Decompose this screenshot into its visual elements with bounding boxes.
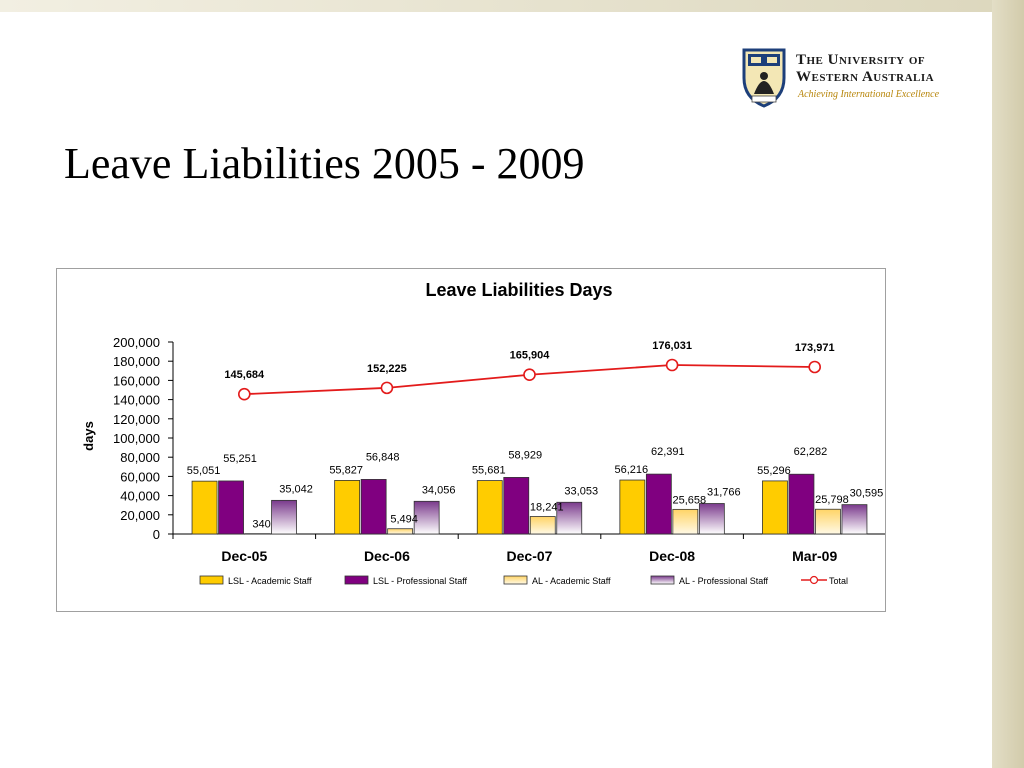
bar <box>529 516 556 535</box>
bar <box>476 480 503 535</box>
bar-series-group <box>191 473 868 535</box>
total-data-label: 173,971 <box>795 342 835 354</box>
bar <box>503 477 530 535</box>
slide-title: Leave Liabilities 2005 - 2009 <box>64 139 585 188</box>
chart-container: Leave Liabilities Days days 0 20,000 40,00… <box>56 268 886 612</box>
crest-icon <box>742 48 786 108</box>
x-tick-label: Dec-07 <box>507 548 553 564</box>
slide-frame-top <box>0 0 1024 12</box>
total-point-marker <box>380 381 394 395</box>
y-axis: 0 20,000 40,000 60,000 80,000 100,000 120,000 1… <box>113 335 174 542</box>
total-point-marker <box>808 360 822 374</box>
legend-swatch <box>344 575 369 585</box>
legend-swatch <box>199 575 224 585</box>
y-axis-label: days <box>81 421 96 451</box>
y-tick-label: 0 <box>153 527 160 542</box>
bar <box>645 473 672 535</box>
bar-data-label: 56,216 <box>615 464 649 476</box>
bar-data-label: 55,827 <box>329 464 363 476</box>
bar <box>556 501 583 535</box>
bar <box>191 480 218 535</box>
bar-data-label: 340 <box>252 519 270 531</box>
legend-label: AL - Academic Staff <box>532 576 611 586</box>
chart-title: Leave Liabilities Days <box>425 280 612 300</box>
y-tick-label: 80,000 <box>120 450 160 465</box>
bar-data-label: 33,053 <box>564 485 598 497</box>
total-data-label: 152,225 <box>367 363 407 375</box>
logo-tagline: Achieving International Excellence <box>798 89 940 100</box>
legend-label: LSL - Professional Staff <box>373 576 468 586</box>
bar-data-label: 55,051 <box>187 465 221 477</box>
bar-data-label: 55,681 <box>472 465 506 477</box>
y-tick-label: 20,000 <box>120 508 160 523</box>
logo-name-line2: Western Australia <box>796 69 935 85</box>
legend-swatch <box>650 575 675 585</box>
bar <box>698 503 725 535</box>
chart-legend: LSL - Academic Staff LSL - Professional S… <box>199 575 848 586</box>
bar-data-label: 55,296 <box>757 465 791 477</box>
bar-data-label: 56,848 <box>366 451 400 463</box>
y-tick-label: 180,000 <box>113 354 160 369</box>
bar <box>762 480 788 535</box>
leave-liabilities-chart: Leave Liabilities Days days 0 20,000 40,00… <box>81 280 885 586</box>
data-label-group: 55,051 55,827 55,681 56,216 55,296 55,251 56,8… <box>187 340 884 531</box>
bar <box>360 479 387 535</box>
bar <box>841 504 868 535</box>
bar <box>218 480 244 535</box>
bar-data-label: 62,282 <box>794 446 828 458</box>
bar <box>334 480 361 535</box>
y-tick-label: 120,000 <box>113 412 160 427</box>
total-line-group <box>238 358 822 401</box>
legend-marker-swatch <box>809 575 819 585</box>
x-tick-label: Mar-09 <box>792 548 837 564</box>
y-tick-label: 100,000 <box>113 431 160 446</box>
bar <box>619 479 646 535</box>
legend-label: LSL - Academic Staff <box>228 576 312 586</box>
y-tick-label: 40,000 <box>120 489 160 504</box>
total-data-label: 176,031 <box>652 340 692 352</box>
logo-name-line1: The University of <box>796 52 926 68</box>
y-tick-label: 60,000 <box>120 469 160 484</box>
total-point-marker <box>523 368 536 382</box>
bar-data-label: 55,251 <box>223 453 257 465</box>
legend-label: Total <box>829 576 848 586</box>
bar <box>788 473 815 535</box>
x-axis: Dec-05 Dec-06 Dec-07 Dec-08 Mar-09 <box>172 533 885 564</box>
bar-data-label: 35,042 <box>279 483 313 495</box>
total-point-marker <box>665 358 679 372</box>
total-point-marker <box>238 387 251 401</box>
x-tick-label: Dec-08 <box>649 548 695 564</box>
bar <box>413 500 440 535</box>
y-tick-label: 140,000 <box>113 393 160 408</box>
total-data-label: 165,904 <box>510 350 551 362</box>
legend-swatch <box>503 575 528 585</box>
x-tick-label: Dec-05 <box>221 548 267 564</box>
legend-label: AL - Professional Staff <box>679 576 769 586</box>
bar-data-label: 25,658 <box>673 494 707 506</box>
bar-data-label: 58,929 <box>508 449 542 461</box>
total-data-label: 145,684 <box>224 369 265 381</box>
bar <box>815 508 841 535</box>
y-tick-label: 160,000 <box>113 373 160 388</box>
bar-data-label: 18,241 <box>530 501 564 513</box>
bar <box>672 508 699 535</box>
bar-data-label: 25,798 <box>815 494 849 506</box>
bar <box>387 528 414 535</box>
bar-data-label: 31,766 <box>707 487 741 499</box>
bar-data-label: 62,391 <box>651 446 685 458</box>
bar-data-label: 30,595 <box>850 488 884 500</box>
y-tick-label: 200,000 <box>113 335 160 350</box>
x-tick-label: Dec-06 <box>364 548 410 564</box>
slide-frame-right <box>992 0 1024 768</box>
bar-data-label: 34,056 <box>422 484 456 496</box>
university-logo: The University of Western Australia Achi… <box>740 46 960 110</box>
bar-data-label: 5,494 <box>390 514 418 526</box>
bar <box>271 499 297 535</box>
